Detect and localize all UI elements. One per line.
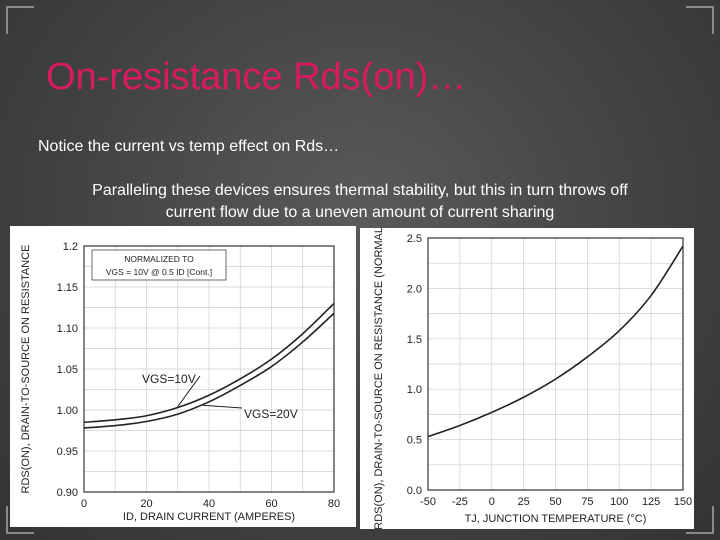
normalization-note-line-1: NORMALIZED TO: [124, 254, 194, 264]
corner-bracket-bottom-left: [6, 506, 34, 534]
series-line-vgs-20v: [83, 312, 335, 429]
y-tick-label: 1.0: [407, 384, 422, 396]
corner-bracket-top-left: [6, 6, 34, 34]
normalization-note-line-2: VGS = 10V @ 0.5 ID [Cont.]: [106, 267, 212, 277]
slide-title: On-resistance Rds(on)…: [46, 56, 467, 98]
x-tick-label: -25: [452, 496, 468, 508]
x-tick-label: 150: [674, 496, 692, 508]
y-tick-label: 1.10: [57, 323, 78, 335]
y-tick-label: 1.5: [407, 334, 422, 346]
y-tick-label: 0.0: [407, 485, 422, 497]
slide-paragraph: Paralleling these devices ensures therma…: [40, 180, 680, 224]
x-tick-label: 0: [489, 496, 495, 508]
chart-rds-vs-drain-current: 0 20 40 60 80 1.2 1.15 1.10 1.05 1.00 0.95 0.90 ID, …: [20, 241, 340, 523]
x-tick-label: 20: [140, 498, 152, 510]
y-tick-label: 0.90: [57, 487, 78, 499]
series-label-vgs-10v: VGS=10V: [142, 372, 196, 386]
x-axis-label: TJ, JUNCTION TEMPERATURE (°C): [465, 513, 647, 525]
y-axis-label: RDS(ON), DRAIN-TO-SOURCE ON RESISTANCE (…: [373, 228, 385, 529]
x-tick-label: 125: [642, 496, 660, 508]
y-tick-label: 2.0: [407, 283, 422, 295]
normalization-note-box: [91, 249, 227, 281]
series-label-vgs-20v: VGS=20V: [244, 407, 298, 421]
paragraph-line-2: current flow due to a uneven amount of c…: [165, 204, 555, 221]
y-tick-label: 1.05: [57, 364, 78, 376]
x-tick-label: 40: [203, 498, 215, 510]
paragraph-line-1: Paralleling these devices ensures therma…: [92, 182, 628, 199]
chart-panel-temperature: -50 -25 0 25 50 75 100 125 150 2.5 2.0 1.5 1.0 0.5 0.0…: [360, 198, 694, 530]
series-line-rds-vs-temperature: [427, 245, 684, 438]
chart-panel-drain-current: 0 20 40 60 80 1.2 1.15 1.10 1.05 1.00 0.95 0.90 ID, …: [10, 226, 356, 527]
x-tick-label: 60: [265, 498, 277, 510]
series-line-vgs-10v: [83, 302, 335, 424]
x-tick-label: -50: [420, 496, 436, 508]
x-axis-label: ID, DRAIN CURRENT (AMPERES): [123, 511, 295, 523]
x-tick-label: 100: [610, 496, 628, 508]
plot-frame: [427, 237, 684, 491]
slide-note: Notice the current vs temp effect on Rds…: [38, 138, 340, 155]
x-tick-label: 75: [581, 496, 593, 508]
corner-bracket-bottom-right: [686, 506, 714, 534]
y-tick-label: 1.15: [57, 282, 78, 294]
y-tick-label: 2.5: [407, 233, 422, 245]
corner-bracket-top-right: [686, 6, 714, 34]
y-tick-label: 1.2: [63, 241, 78, 253]
leader-line-vgs-20v: [202, 404, 243, 409]
plot-frame: [83, 245, 335, 493]
x-tick-label: 0: [81, 498, 87, 510]
y-axis-label: RDS(ON), DRAIN-TO-SOURCE ON RESISTANCE: [20, 245, 32, 494]
y-tick-label: 0.5: [407, 435, 422, 447]
x-tick-label: 50: [549, 496, 561, 508]
y-tick-label: 1.00: [57, 405, 78, 417]
x-tick-label: 80: [328, 498, 340, 510]
y-tick-label: 0.95: [57, 446, 78, 458]
x-tick-label: 25: [518, 496, 530, 508]
leader-line-vgs-10v: [177, 375, 201, 407]
chart-rds-vs-junction-temperature: -50 -25 0 25 50 75 100 125 150 2.5 2.0 1.5 1.0 0.5 0.0…: [373, 198, 692, 529]
